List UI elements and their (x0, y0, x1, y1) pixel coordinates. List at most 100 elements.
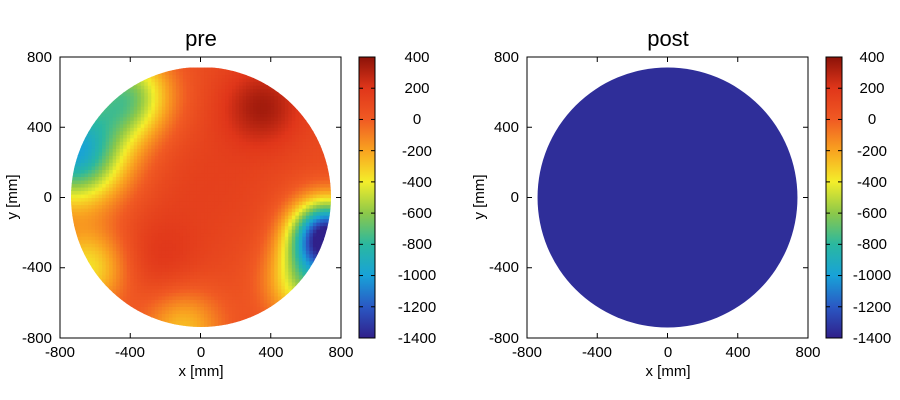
heatmap-cell (102, 120, 107, 125)
heatmap-cell (158, 229, 163, 234)
heatmap-cell (232, 243, 237, 248)
heatmap-cell (158, 236, 163, 241)
heatmap-cell (207, 148, 212, 153)
heatmap-cell (295, 127, 300, 132)
heatmap-cell (288, 232, 293, 237)
heatmap-cell (228, 264, 233, 269)
heatmap-cell (154, 137, 159, 142)
heatmap-cell (260, 215, 265, 220)
heatmap-cell (88, 158, 93, 163)
heatmap-cell (326, 179, 331, 185)
heatmap-cell (232, 271, 237, 276)
heatmap-cell (133, 127, 138, 132)
heatmap-cell (140, 148, 145, 153)
heatmap-cell (249, 155, 254, 160)
heatmap-cell (267, 102, 272, 107)
heatmap-cell (116, 127, 121, 132)
heatmap-cell (211, 169, 216, 174)
heatmap-cell (179, 222, 184, 227)
heatmap-cell (98, 232, 103, 237)
heatmap-cell (196, 113, 202, 118)
heatmap-cell (182, 169, 188, 174)
heatmap-cell (140, 85, 145, 90)
heatmap-cell (267, 271, 272, 276)
heatmap-cell (119, 197, 124, 202)
heatmap-cell (186, 222, 191, 227)
heatmap-cell (98, 137, 103, 142)
heatmap-cell (126, 292, 131, 297)
heatmap-cell (193, 257, 198, 262)
heatmap-cell (263, 186, 268, 192)
heatmap-cell (175, 211, 181, 216)
heatmap-cell (182, 288, 188, 293)
heatmap-cell (221, 257, 226, 262)
heatmap-cell (112, 267, 117, 272)
heatmap-cell (165, 323, 170, 327)
heatmap-cell (179, 267, 184, 272)
heatmap-cell (130, 197, 135, 202)
heatmap-cell (168, 320, 173, 325)
heatmap-cell (137, 285, 142, 290)
heatmap-cell (309, 215, 314, 220)
heatmap-cell (302, 253, 307, 258)
heatmap-cell (200, 278, 205, 283)
heatmap-cell (189, 74, 195, 79)
heatmap-cell (256, 306, 261, 311)
heatmap-cell (84, 225, 89, 230)
heatmap-cell (249, 295, 254, 300)
heatmap-cell (263, 281, 268, 286)
heatmap-cell (207, 144, 212, 149)
heatmap-cell (186, 134, 191, 139)
heatmap-cell (182, 88, 188, 93)
heatmap-cell (249, 78, 254, 83)
heatmap-cell (256, 246, 261, 251)
heatmap-cell (260, 232, 265, 237)
heatmap-cell (168, 222, 173, 227)
heatmap-cell (295, 144, 300, 149)
heatmap-cell (133, 169, 138, 174)
heatmap-cell (84, 215, 89, 220)
heatmap-cell (158, 92, 163, 97)
heatmap-cell (207, 201, 212, 206)
heatmap-cell (126, 211, 131, 216)
heatmap-cell (211, 144, 216, 149)
heatmap-cell (246, 120, 251, 125)
heatmap-cell (186, 141, 191, 146)
heatmap-cell (242, 134, 247, 139)
heatmap-cell (140, 88, 145, 93)
heatmap-cell (116, 148, 121, 153)
heatmap-cell (88, 222, 93, 227)
heatmap-cell (309, 176, 314, 181)
heatmap-cell (309, 186, 314, 192)
heatmap-cell (140, 179, 145, 185)
heatmap-cell (214, 264, 219, 269)
heatmap-cell (189, 92, 195, 97)
heatmap-cell (172, 281, 177, 286)
heatmap-cell (179, 172, 184, 178)
heatmap-cell (154, 162, 159, 167)
heatmap-cell (158, 134, 163, 139)
heatmap-cell (225, 246, 230, 251)
heatmap-cell (200, 109, 205, 114)
heatmap-cell (189, 78, 195, 83)
heatmap-cell (151, 144, 156, 149)
heatmap-cell (98, 172, 103, 178)
heatmap-cell (161, 130, 166, 135)
heatmap-cell (186, 197, 191, 202)
heatmap-cell (288, 250, 293, 255)
heatmap-cell (270, 113, 275, 118)
heatmap-cell (154, 109, 159, 114)
heatmap-cell (116, 190, 121, 195)
heatmap-cell (298, 109, 303, 114)
heatmap-cell (168, 246, 173, 251)
heatmap-cell (172, 92, 177, 97)
heatmap-cell (218, 218, 223, 223)
heatmap-cell (274, 239, 279, 244)
heatmap-cell (204, 246, 209, 251)
heatmap-cell (312, 158, 318, 163)
heatmap-cell (239, 309, 244, 315)
heatmap-cell (246, 309, 251, 315)
heatmap-cell (239, 92, 244, 97)
heatmap-cell (154, 313, 159, 318)
heatmap-cell (228, 204, 233, 209)
